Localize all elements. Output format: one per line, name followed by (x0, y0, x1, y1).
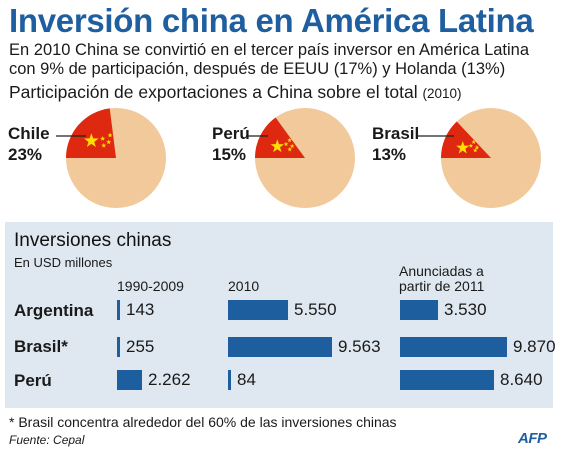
pie-label: Chile 23% (8, 123, 50, 165)
star-icon (84, 133, 99, 148)
pie-value: 13% (372, 145, 407, 164)
bar-value-label: 255 (126, 337, 155, 356)
star-icon (456, 141, 470, 154)
pie-section-title-text: Participación de exportaciones a China s… (9, 82, 418, 102)
column-header-announced-line1: Anunciadas a (399, 263, 484, 279)
star-icon (287, 146, 293, 152)
bar (400, 370, 494, 390)
bar-value-label: 8.640 (500, 370, 543, 389)
column-header-announced-line2: partir de 2011 (399, 278, 485, 294)
pie-country: Chile (8, 124, 50, 143)
star-icon (472, 147, 478, 153)
row-label-brasil: Brasil* (14, 337, 68, 356)
star-icon (106, 139, 112, 145)
bar-value-label: 84 (237, 370, 256, 389)
bar-value-label: 9.563 (338, 337, 381, 356)
star-icon (474, 145, 480, 150)
column-header-2010: 2010 (228, 278, 260, 294)
row-label-peru: Perú (14, 371, 52, 390)
pie-section-title: Participación de exportaciones a China s… (9, 82, 461, 103)
pie-country: Brasil (372, 124, 420, 143)
pie-china-slice (255, 117, 305, 158)
bar (228, 300, 288, 320)
star-icon (101, 142, 107, 148)
pie-country: Perú (212, 124, 250, 143)
pie-label: Perú 15% (212, 123, 250, 165)
bar-value-label: 143 (126, 300, 155, 319)
pie-china-slice (441, 121, 491, 158)
bar (400, 300, 438, 320)
bar (117, 370, 142, 390)
bar-value-label: 5.550 (294, 300, 337, 319)
pie-value: 15% (212, 145, 247, 164)
star-icon (107, 132, 113, 138)
bar (117, 337, 120, 357)
star-icon (289, 143, 295, 149)
bar-value-label: 9.870 (513, 337, 556, 356)
intro-text: En 2010 China se convirtió en el tercer … (9, 41, 530, 78)
star-icon (471, 139, 476, 145)
afp-logo: AFP (518, 430, 547, 447)
column-header-1990-2009: 1990-2009 (117, 278, 184, 294)
star-icon (100, 135, 106, 141)
pie-value: 23% (8, 145, 43, 164)
source: Fuente: Cepal (9, 433, 85, 447)
star-icon (270, 139, 285, 153)
investment-unit: En USD millones (14, 255, 113, 270)
bar (228, 370, 231, 390)
column-header-announced: Anunciadas a partir de 2011 (399, 264, 484, 294)
bar (117, 300, 120, 320)
chart-title: Inversión china en América Latina (9, 2, 534, 39)
bar-value-label: 2.262 (148, 370, 191, 389)
pie-label: Brasil 13% (372, 123, 419, 165)
investment-title: Inversiones chinas (14, 230, 172, 251)
pie-section-year: (2010) (422, 86, 462, 101)
bar (228, 337, 332, 357)
bar-value-label: 3.530 (444, 300, 487, 319)
row-label-argentina: Argentina (14, 301, 94, 320)
star-icon (468, 143, 474, 148)
footnote: * Brasil concentra alrededor del 60% de … (9, 414, 397, 430)
bar (400, 337, 507, 357)
star-icon (283, 141, 289, 147)
star-icon (287, 137, 292, 143)
